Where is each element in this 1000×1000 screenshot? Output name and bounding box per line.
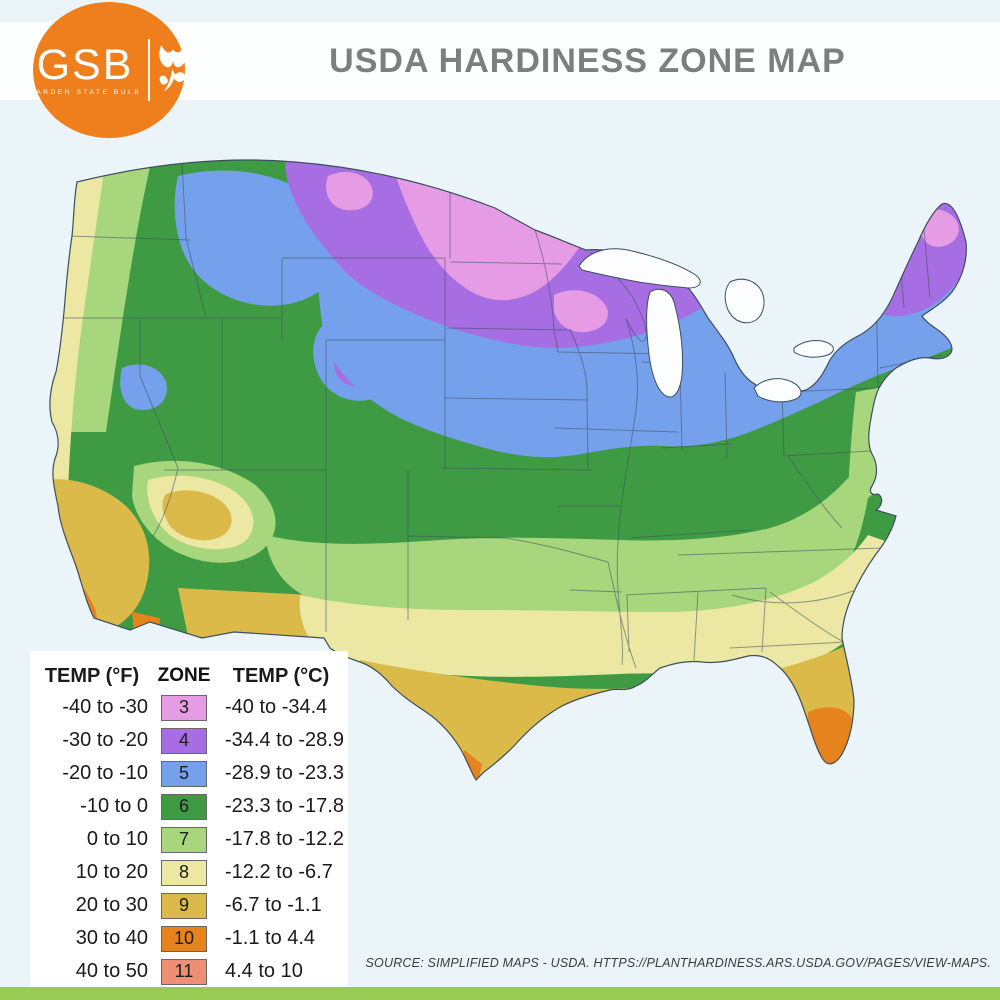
zone-number: 3 bbox=[178, 697, 189, 717]
state-borders bbox=[52, 161, 943, 669]
zone-swatch: 6 bbox=[161, 793, 207, 820]
us-hardiness-map bbox=[30, 140, 990, 880]
temp-c-range: -17.8 to -12.2 bbox=[225, 828, 344, 850]
page-title: USDA HARDINESS ZONE MAP bbox=[329, 41, 846, 80]
zone-10-region bbox=[462, 750, 482, 780]
legend-row: 10 to 20 8 -12.2 to -6.7 bbox=[32, 856, 348, 889]
temp-f-range: -40 to -30 bbox=[62, 696, 148, 718]
zone-number: 7 bbox=[178, 829, 189, 849]
temp-c-range: -40 to -34.4 bbox=[225, 696, 328, 718]
legend-row: -20 to -10 5 -28.9 to -23.3 bbox=[32, 757, 348, 790]
source-citation: SOURCE: SIMPLIFIED MAPS - USDA. HTTPS://… bbox=[365, 956, 991, 970]
zone-4-region bbox=[846, 195, 967, 317]
zone-number: 4 bbox=[178, 730, 189, 750]
logo-abbr: GSB bbox=[36, 40, 134, 89]
legend-row: -30 to -20 4 -34.4 to -28.9 bbox=[32, 724, 348, 757]
temp-f-range: 40 to 50 bbox=[75, 960, 148, 982]
temp-c-range: -34.4 to -28.9 bbox=[225, 729, 344, 751]
legend-row: -40 to -30 3 -40 to -34.4 bbox=[32, 691, 348, 724]
zone-7-region bbox=[848, 386, 894, 502]
zone-swatch: 11 bbox=[161, 958, 207, 985]
zone-swatch: 5 bbox=[161, 760, 207, 787]
zone-swatch: 10 bbox=[161, 925, 207, 952]
temp-c-range: 4.4 to 10 bbox=[225, 960, 303, 982]
zone-9-region bbox=[162, 490, 232, 541]
zone-9-region bbox=[178, 588, 328, 646]
temp-f-range: -10 to 0 bbox=[80, 795, 148, 817]
temp-f-range: 20 to 30 bbox=[75, 894, 148, 916]
zone-swatch: 3 bbox=[161, 694, 207, 721]
legend-row: 0 to 10 7 -17.8 to -12.2 bbox=[32, 823, 348, 856]
zone-number: 6 bbox=[178, 796, 189, 816]
legend-row: 20 to 30 9 -6.7 to -1.1 bbox=[32, 889, 348, 922]
legend-header-temp-c: TEMP (°C) bbox=[232, 664, 330, 687]
zone-5-region bbox=[120, 364, 167, 410]
zone-number: 8 bbox=[178, 862, 189, 882]
zone-3-region bbox=[554, 290, 608, 333]
temp-f-range: -30 to -20 bbox=[62, 729, 148, 751]
footer-bar bbox=[0, 987, 1000, 1000]
temp-f-range: 30 to 40 bbox=[75, 927, 148, 949]
tulip-icon bbox=[157, 41, 189, 100]
zone-swatch: 8 bbox=[161, 859, 207, 886]
lake-erie bbox=[753, 378, 802, 403]
legend-header: TEMP (°F) ZONE TEMP (°C) bbox=[32, 661, 348, 691]
zone-7-region bbox=[265, 478, 870, 621]
temp-f-range: 0 to 10 bbox=[86, 828, 148, 850]
temp-c-range: -23.3 to -17.8 bbox=[225, 795, 344, 817]
logo-divider bbox=[148, 39, 151, 101]
zone-swatch: 4 bbox=[161, 727, 207, 754]
legend-header-zone: ZONE bbox=[157, 665, 211, 686]
legend-row: 40 to 50 11 4.4 to 10 bbox=[32, 955, 348, 988]
temp-c-range: -12.2 to -6.7 bbox=[225, 861, 333, 883]
legend-row: -10 to 0 6 -23.3 to -17.8 bbox=[32, 790, 348, 823]
temp-f-range: 10 to 20 bbox=[75, 861, 148, 883]
zone-swatch: 9 bbox=[161, 892, 207, 919]
zone-number: 5 bbox=[178, 763, 189, 783]
temp-c-range: -6.7 to -1.1 bbox=[225, 894, 322, 916]
zone-8-region bbox=[299, 535, 888, 677]
logo-name: GARDEN STATE BULB bbox=[28, 88, 142, 96]
legend-row: 30 to 40 10 -1.1 to 4.4 bbox=[32, 922, 348, 955]
zone-number: 11 bbox=[174, 961, 194, 981]
legend-header-temp-f: TEMP (°F) bbox=[44, 664, 140, 687]
lake-superior bbox=[578, 248, 701, 289]
great-lakes bbox=[578, 248, 834, 403]
zone-number: 9 bbox=[178, 895, 189, 915]
lake-ontario bbox=[793, 340, 834, 358]
zone-legend: TEMP (°F) ZONE TEMP (°C) -40 to -30 3 -4… bbox=[30, 651, 348, 1000]
lake-huron bbox=[724, 278, 765, 324]
lake-michigan bbox=[646, 288, 683, 398]
temp-c-range: -28.9 to -23.3 bbox=[225, 762, 344, 784]
zone-swatch: 7 bbox=[161, 826, 207, 853]
zone-10-region bbox=[808, 707, 852, 766]
zone-3-region bbox=[326, 172, 373, 211]
temp-c-range: -1.1 to 4.4 bbox=[225, 927, 316, 949]
zone-number: 10 bbox=[173, 928, 195, 948]
gsb-logo: GSB GARDEN STATE BULB bbox=[29, 2, 187, 138]
temp-f-range: -20 to -10 bbox=[62, 762, 148, 784]
us-map-svg bbox=[49, 159, 967, 781]
